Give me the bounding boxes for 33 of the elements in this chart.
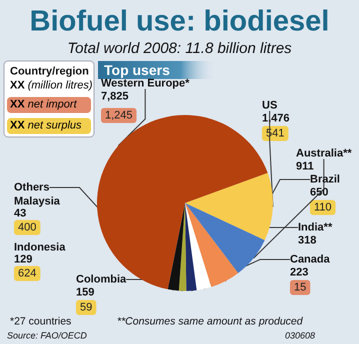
slice-label: India**	[298, 222, 333, 234]
text: 1,245	[105, 110, 133, 122]
slice-label: Western Europe*	[101, 78, 190, 90]
slice-label: Others	[14, 182, 50, 194]
text: 129	[14, 254, 32, 266]
text: Top users	[104, 62, 170, 78]
text: *27 countries	[10, 316, 72, 328]
text: XX net import	[10, 98, 78, 110]
text: 030608	[285, 330, 316, 340]
text: Country/region	[10, 66, 90, 78]
data-label: 223	[290, 266, 308, 278]
text: 110	[314, 202, 332, 214]
slice-label: Canada	[290, 254, 331, 266]
text: 400	[18, 222, 36, 234]
text: 43	[14, 208, 26, 220]
text: 59	[80, 302, 92, 314]
text: 15	[294, 282, 306, 294]
text: XX (million litres)	[10, 80, 93, 92]
chart-title: Biofuel use: biodiesel	[30, 6, 330, 38]
slice-label: Colombia	[76, 274, 127, 286]
data-label: 159	[76, 286, 94, 298]
source-note: Source: FAO/OECD	[7, 330, 88, 340]
data-label: 318	[298, 234, 316, 246]
text: Malaysia	[14, 196, 61, 208]
text: **Consumes same amount as produced	[117, 316, 304, 328]
slice-label: Australia**	[296, 148, 352, 160]
slice-label: US	[262, 100, 278, 112]
data-label: 911	[296, 160, 314, 172]
data-label: 7,825	[101, 90, 129, 102]
chart-subtitle: Total world 2008: 11.8 billion litres	[67, 40, 292, 57]
text: Indonesia	[14, 242, 66, 254]
text: 624	[18, 268, 36, 280]
text: XX net surplus	[10, 120, 82, 132]
